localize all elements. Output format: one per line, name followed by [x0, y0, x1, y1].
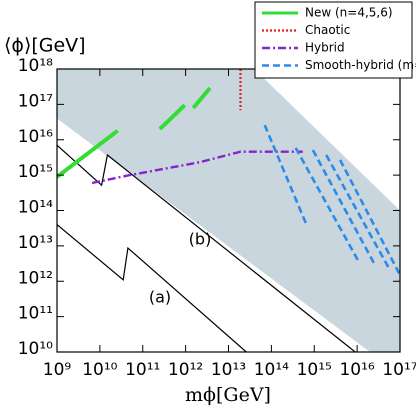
y-axis-label: ⟨ϕ⟩[GeV]: [4, 35, 86, 57]
boundary-line: [57, 224, 247, 352]
x-tick-label: 10¹⁰: [82, 360, 117, 380]
legend-label: Chaotic: [305, 23, 350, 37]
x-tick-label: 10¹⁷: [382, 360, 416, 380]
y-tick-label: 10¹⁸: [18, 56, 53, 76]
legend-label: New (n=4,5,6): [305, 6, 393, 20]
legend-label: Hybrid: [305, 41, 345, 55]
legend: New (n=4,5,6) Chaotic Hybrid Smooth-hybrid …: [254, 1, 416, 79]
y-tick-label: 10¹⁷: [18, 91, 53, 111]
legend-box: [254, 1, 413, 79]
shaded-region: [57, 69, 400, 352]
curve-label: (b): [189, 230, 212, 249]
series-line: [91, 150, 303, 185]
y-tick-label: 10¹⁴: [18, 198, 53, 218]
x-tick-label: 10⁹: [43, 360, 72, 380]
y-tick-label: 10¹⁵: [18, 162, 53, 182]
x-axis-label: mϕ[GeV]: [185, 384, 271, 406]
y-tick-label: 10¹⁰: [18, 339, 53, 359]
boundary-line: [57, 144, 356, 352]
series-line: [57, 86, 212, 179]
y-tick-label: 10¹³: [18, 233, 53, 253]
x-tick-label: 10¹²: [168, 360, 203, 380]
curve-label: (a): [149, 288, 171, 307]
x-tick-label: 10¹¹: [125, 360, 160, 380]
y-tick-label: 10¹²: [18, 268, 53, 288]
x-tick-label: 10¹⁴: [254, 360, 289, 380]
y-tick-label: 10¹⁶: [18, 127, 53, 147]
legend-label: Smooth-hybrid (m=2-6): [305, 58, 416, 72]
x-tick-label: 10¹⁵: [297, 360, 332, 380]
y-tick-label: 10¹¹: [18, 304, 53, 324]
x-tick-label: 10¹⁶: [339, 360, 374, 380]
x-tick-label: 10¹³: [211, 360, 246, 380]
